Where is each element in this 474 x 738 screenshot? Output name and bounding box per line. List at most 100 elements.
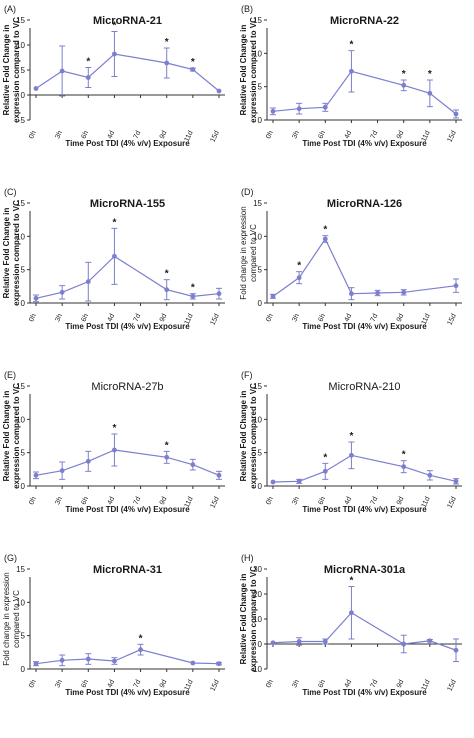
y-tick-label: 0	[21, 91, 26, 100]
x-tick-label: 4d	[344, 313, 354, 323]
significance-marker: *	[165, 269, 169, 280]
data-point	[401, 464, 407, 470]
series-line	[272, 611, 457, 651]
x-tick-label: 6h	[317, 679, 327, 689]
data-point	[59, 68, 65, 74]
x-tick-label: 6h	[317, 313, 327, 323]
x-tick-label: 7d	[133, 679, 143, 689]
data-point	[296, 639, 302, 644]
y-tick-label: 5	[258, 83, 263, 92]
significance-marker: *	[402, 69, 406, 80]
y-tick-label: 15	[16, 382, 25, 391]
x-tick-label: 11d	[184, 496, 195, 509]
x-tick-label: 9d	[159, 496, 169, 506]
panel-title: MicroRNA-126	[327, 198, 402, 210]
x-tick-label: 0h	[265, 496, 275, 506]
data-point	[349, 610, 354, 616]
y-axis-label-line: Relative Fold Change in	[2, 391, 11, 482]
x-tick-label: 3h	[54, 130, 64, 140]
panel-title: MicroRNA-210	[328, 381, 400, 393]
data-point	[296, 275, 302, 281]
x-tick-label: 6h	[317, 130, 327, 140]
y-axis-label-line: Relative Fold Change in	[239, 391, 248, 482]
x-tick-label: 0h	[265, 130, 275, 140]
data-point	[138, 647, 143, 653]
data-point	[322, 236, 328, 242]
y-tick-label: 0	[21, 665, 26, 674]
data-point	[164, 454, 170, 460]
data-point	[85, 458, 91, 464]
data-point	[453, 647, 459, 653]
significance-marker: *	[112, 21, 116, 32]
y-tick-label: 5	[21, 632, 26, 641]
data-point	[322, 639, 328, 644]
x-tick-label: 15d	[210, 496, 221, 510]
data-point	[270, 108, 276, 114]
data-point	[375, 290, 380, 296]
significance-marker: *	[297, 261, 301, 272]
panel-letter: (B)	[241, 4, 253, 14]
y-tick-label: -5	[18, 116, 26, 125]
y-axis-label: Relative Fold Change inexpression compar…	[2, 200, 21, 306]
series-line	[272, 454, 457, 483]
y-tick-label: 0	[258, 116, 263, 125]
data-point	[270, 293, 276, 299]
data-point	[322, 104, 328, 110]
data-point	[33, 86, 39, 91]
data-point	[33, 472, 39, 478]
x-tick-label: 4d	[107, 679, 117, 689]
y-tick-label: 5	[258, 266, 263, 275]
x-tick-label: 15d	[210, 679, 221, 693]
significance-marker: *	[323, 452, 327, 463]
x-axis-label: Time Post TDI (4% v/v) Exposure	[65, 139, 190, 148]
x-tick-label: 11d	[184, 679, 195, 692]
data-point	[270, 640, 276, 646]
x-tick-label: 3h	[54, 313, 64, 323]
y-tick-label: 15	[16, 16, 25, 25]
data-point	[112, 658, 117, 664]
data-point	[216, 661, 222, 667]
x-tick-label: 0h	[28, 130, 38, 140]
data-point	[59, 289, 65, 295]
y-axis-label-line: expression compared to VC	[12, 383, 21, 489]
x-tick-label: 15d	[210, 313, 221, 327]
panel-letter: (G)	[4, 553, 17, 563]
y-axis-label: Relative Fold Change inexpression compar…	[239, 566, 258, 672]
x-tick-label: 0h	[28, 496, 38, 506]
x-tick-label: 7d	[133, 313, 143, 323]
y-tick-label: 15	[16, 199, 25, 208]
y-axis-label: Fold change in expressioncompared to VC	[2, 572, 21, 665]
x-tick-label: 7d	[370, 496, 380, 506]
y-axis-label: Relative Fold Change inexpression compar…	[2, 17, 21, 123]
data-point	[190, 462, 196, 468]
significance-marker: *	[349, 40, 353, 51]
y-tick-label: 15	[16, 565, 25, 574]
x-tick-label: 11d	[421, 130, 432, 143]
x-tick-label: 3h	[291, 130, 301, 140]
data-point	[216, 291, 222, 297]
x-tick-label: 9d	[396, 130, 406, 140]
y-tick-label: 10	[16, 598, 25, 607]
x-tick-label: 9d	[159, 679, 169, 689]
x-tick-label: 7d	[370, 679, 380, 689]
y-axis-label-line: Fold change in expression	[239, 206, 248, 299]
data-point	[349, 452, 354, 458]
x-tick-label: 4d	[107, 496, 117, 506]
data-point	[427, 472, 433, 478]
y-axis-label: Relative Fold Change inexpression compar…	[239, 383, 258, 489]
data-point	[216, 88, 222, 94]
x-tick-label: 4d	[344, 496, 354, 506]
panel-letter: (H)	[241, 553, 254, 563]
y-tick-label: 10	[253, 615, 262, 624]
y-tick-label: 20	[253, 590, 262, 599]
x-tick-label: 7d	[370, 130, 380, 140]
y-axis-label-line: Fold change in expression	[2, 572, 11, 665]
significance-marker: *	[191, 57, 195, 68]
panel-title: MicroRNA-155	[90, 198, 165, 210]
x-tick-label: 4d	[344, 679, 354, 689]
x-tick-label: 15d	[210, 130, 221, 144]
data-point	[190, 67, 196, 72]
chart-panel-7: (G) MicroRNA-31 0 5 10 15 0h 3h 6h 4d 7d 9d 11d 15d Ti…	[2, 553, 225, 697]
